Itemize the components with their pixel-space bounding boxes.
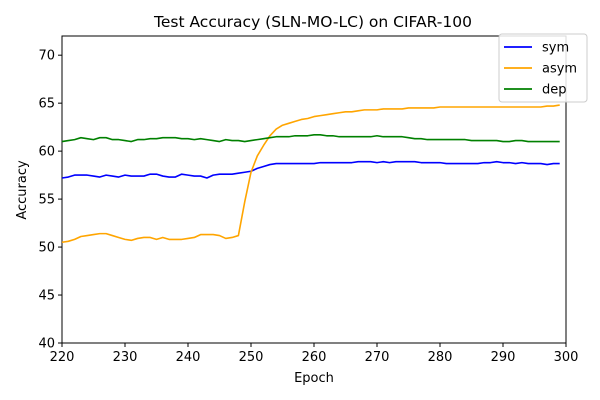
series-line-dep: [61, 134, 560, 143]
y-tick-label: 55: [38, 193, 55, 208]
legend-label-dep: dep: [542, 83, 567, 98]
legend-label-asym: asym: [542, 62, 577, 77]
y-tick-label: 60: [38, 145, 55, 160]
legend-box: [498, 33, 588, 103]
x-tick-label: 230: [113, 350, 138, 365]
x-axis: 220 230 240 250 260 270 280 290 300: [50, 343, 579, 365]
plot-frame: [61, 35, 567, 344]
x-tick-label: 260: [302, 350, 327, 365]
x-tick-label: 290: [491, 350, 516, 365]
y-tick-label: 65: [38, 97, 55, 112]
y-tick-label: 70: [38, 49, 55, 64]
x-axis-title: Epoch: [294, 371, 334, 386]
x-tick-label: 220: [50, 350, 75, 365]
x-tick-label: 250: [239, 350, 264, 365]
x-tick-label: 300: [554, 350, 579, 365]
legend: sym asym dep: [498, 33, 588, 103]
series-line-asym: [61, 104, 560, 244]
x-tick-label: 280: [428, 350, 453, 365]
plot-area: 220 230 240 250 260 270 280 290 300 40 45 50 55 60 65…: [38, 35, 579, 365]
y-tick-label: 40: [38, 337, 55, 352]
chart-title: Test Accuracy (SLN-MO-LC) on CIFAR-100: [153, 13, 472, 31]
legend-label-sym: sym: [542, 41, 569, 56]
series-lines: [61, 104, 560, 244]
series-line-sym: [61, 160, 560, 179]
y-axis: 40 45 50 55 60 65 70: [38, 49, 62, 352]
x-tick-label: 270: [365, 350, 390, 365]
y-tick-label: 50: [38, 241, 55, 256]
y-axis-title: Accuracy: [15, 160, 30, 220]
x-tick-label: 240: [176, 350, 201, 365]
y-tick-label: 45: [38, 289, 55, 304]
